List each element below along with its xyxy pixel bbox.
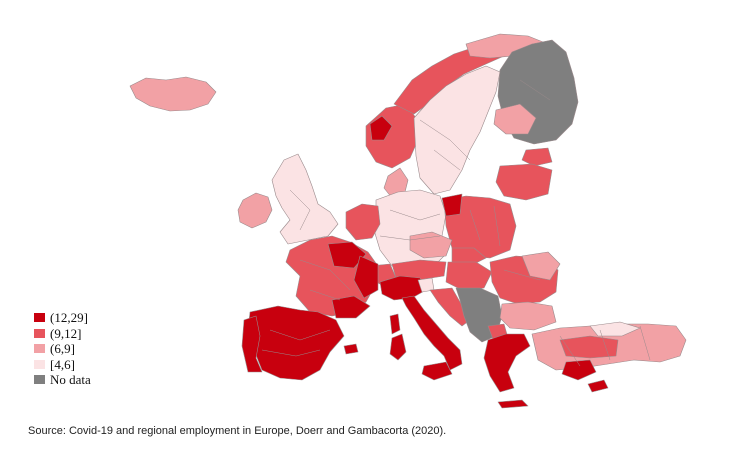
- region-benelux: [345, 203, 381, 241]
- legend-swatch: [34, 313, 45, 323]
- region-estonia: [521, 147, 553, 167]
- source-note: Source: Covid-19 and regional employment…: [28, 425, 447, 437]
- region-border-line: [389, 209, 441, 221]
- legend-item: No data: [34, 372, 91, 388]
- region-poland-north: [441, 193, 463, 217]
- legend-swatch: [34, 359, 45, 369]
- region-border-line: [503, 269, 541, 281]
- region-border-line: [261, 349, 321, 357]
- region-turkey-central: [559, 335, 619, 359]
- region-border-line: [493, 205, 501, 247]
- region-spain: [247, 305, 345, 381]
- region-latvia-lithuania: [495, 163, 553, 201]
- region-balearics: [343, 343, 359, 355]
- region-finland-south: [493, 103, 537, 135]
- legend-swatch: [34, 375, 45, 385]
- region-border-line: [519, 79, 551, 101]
- legend-item: [4,6]: [34, 357, 91, 373]
- region-bulgaria: [499, 301, 557, 331]
- region-norway-west: [369, 115, 393, 141]
- region-border-line: [559, 335, 581, 367]
- region-border-line: [639, 325, 651, 361]
- region-france-east: [353, 255, 379, 299]
- legend-label: [4,6]: [50, 356, 75, 372]
- region-france-south: [331, 295, 371, 319]
- legend-label: (6,9]: [50, 341, 75, 357]
- region-ireland: [237, 192, 273, 229]
- region-border-line: [379, 235, 441, 241]
- region-greece: [483, 333, 531, 393]
- region-border-line: [469, 209, 481, 241]
- region-sicily: [421, 361, 453, 381]
- region-romania-east: [521, 251, 561, 281]
- region-italy-peninsula: [401, 295, 463, 371]
- region-germany: [373, 189, 447, 273]
- region-border-line: [269, 329, 331, 341]
- legend-swatch: [34, 344, 45, 354]
- legend-item: (12,29]: [34, 310, 91, 326]
- region-slovakia: [451, 247, 487, 267]
- region-border-line: [419, 119, 471, 161]
- region-border-line: [599, 329, 611, 361]
- region-sweden: [413, 65, 501, 195]
- legend-item: (6,9]: [34, 341, 91, 357]
- region-border-line: [289, 189, 311, 231]
- region-italy-north: [379, 275, 427, 301]
- legend-label: No data: [50, 372, 91, 388]
- region-cyprus: [587, 379, 609, 393]
- legend-item: (9,12]: [34, 326, 91, 342]
- legend-swatch: [34, 328, 45, 338]
- region-border-line: [433, 149, 461, 171]
- region-turkey-north: [589, 321, 641, 337]
- region-iceland: [129, 76, 217, 112]
- region-sardinia: [389, 333, 407, 361]
- legend-label: (9,12]: [50, 325, 82, 341]
- map-legend: (12,29] (9,12] (6,9] [4,6] No data: [34, 310, 91, 388]
- region-border-line: [299, 259, 351, 291]
- region-hungary: [445, 261, 493, 291]
- region-crete: [497, 399, 529, 409]
- region-portugal: [241, 315, 263, 373]
- region-croatia: [429, 287, 471, 327]
- region-turkey-south: [561, 359, 597, 381]
- region-corsica: [389, 313, 401, 335]
- region-great-britain: [271, 153, 339, 245]
- region-border-line: [309, 289, 341, 301]
- legend-label: (12,29]: [50, 310, 88, 326]
